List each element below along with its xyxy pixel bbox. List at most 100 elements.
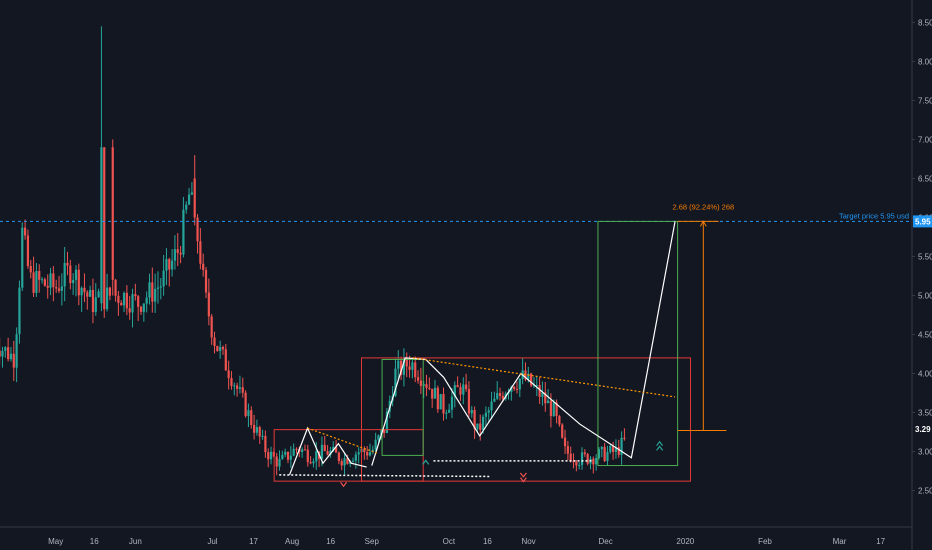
candle xyxy=(199,227,202,270)
candle xyxy=(436,385,439,413)
sell-arrow-2b xyxy=(519,477,527,483)
candle xyxy=(385,407,389,434)
candle xyxy=(168,257,171,287)
candle xyxy=(445,409,448,420)
candle xyxy=(399,356,403,380)
candle xyxy=(366,446,369,460)
candle xyxy=(532,377,536,388)
candle xyxy=(193,155,196,226)
candle xyxy=(448,403,451,414)
candle xyxy=(301,447,304,458)
candle xyxy=(583,449,586,457)
candle xyxy=(513,385,516,392)
candle xyxy=(258,425,261,444)
trendline-small[interactable] xyxy=(307,427,378,454)
candle xyxy=(38,264,41,293)
candle xyxy=(354,451,357,469)
time-tick-label: Jun xyxy=(129,537,142,546)
candle xyxy=(26,229,30,269)
candle xyxy=(329,446,332,458)
price-axis[interactable]: 2.503.003.504.004.505.005.506.006.507.00… xyxy=(912,19,932,496)
candle xyxy=(586,452,589,466)
candle xyxy=(566,440,569,461)
time-axis[interactable]: May 16 Jun Jul 17 Aug 16 Sep Oct 16 Nov Dec 2020 Feb M… xyxy=(48,537,886,546)
breakout-box[interactable] xyxy=(381,358,424,456)
candle xyxy=(142,303,145,322)
candle xyxy=(210,313,213,345)
candle xyxy=(580,447,584,470)
candle xyxy=(597,447,601,460)
candle xyxy=(165,248,168,285)
candle xyxy=(4,346,7,358)
candle xyxy=(139,305,143,315)
candle xyxy=(145,291,148,313)
candle xyxy=(439,393,442,410)
measure-annotation: 2.68 (92.24%) 268 xyxy=(672,202,734,211)
candle xyxy=(411,357,414,379)
candle xyxy=(535,376,538,396)
trendline-large[interactable] xyxy=(412,357,676,398)
candle xyxy=(236,382,239,397)
price-tick-label: 5.00 xyxy=(918,292,932,301)
candle xyxy=(476,423,479,433)
candle xyxy=(63,246,66,302)
candle xyxy=(264,430,267,458)
candle xyxy=(0,338,1,365)
candle xyxy=(179,246,182,264)
candle xyxy=(23,219,27,240)
candle xyxy=(182,196,185,258)
candle xyxy=(69,259,72,290)
price-tick-label: 3.50 xyxy=(918,409,932,418)
pattern-zigzag[interactable] xyxy=(288,426,367,476)
candle xyxy=(120,300,123,306)
candle xyxy=(470,406,473,418)
candle xyxy=(111,139,114,296)
candle xyxy=(306,444,309,467)
projection-box[interactable] xyxy=(597,220,679,467)
candle xyxy=(72,273,75,295)
candle xyxy=(60,273,63,306)
candle xyxy=(473,406,476,439)
candle xyxy=(213,331,216,354)
candle xyxy=(595,454,598,471)
candle xyxy=(227,360,230,390)
price-tick-label: 4.50 xyxy=(918,331,932,340)
price-tick-label: 6.50 xyxy=(918,175,932,184)
candle xyxy=(49,267,52,296)
candle xyxy=(238,375,242,394)
candle xyxy=(414,356,417,383)
pattern-box-large[interactable] xyxy=(361,357,691,482)
candle xyxy=(46,274,49,299)
forecast-zigzag[interactable] xyxy=(371,221,676,466)
candle xyxy=(337,451,340,465)
candle xyxy=(91,278,95,324)
candle xyxy=(156,271,160,304)
price-tick-label: 5.50 xyxy=(918,253,932,262)
candle xyxy=(125,285,128,316)
candle xyxy=(128,296,131,320)
time-tick-label: Mar xyxy=(833,537,847,546)
candle xyxy=(351,457,355,463)
candle xyxy=(592,456,595,474)
candle xyxy=(185,201,188,214)
candle xyxy=(173,235,177,270)
candle xyxy=(442,387,445,421)
support-line-1[interactable] xyxy=(279,474,491,478)
drawings-layer xyxy=(0,220,912,488)
time-tick-label: Dec xyxy=(599,537,613,546)
candle xyxy=(103,146,106,318)
candle xyxy=(207,278,210,326)
candle xyxy=(323,435,326,452)
current-price-tag xyxy=(913,422,932,435)
candle xyxy=(247,403,250,428)
target-price-annotation: Target price 5.95 usd xyxy=(839,211,909,220)
candle xyxy=(52,266,55,302)
candle xyxy=(32,256,35,297)
time-tick-label: Oct xyxy=(443,537,456,546)
candle xyxy=(114,278,117,302)
candle xyxy=(252,414,256,440)
candle xyxy=(105,273,109,312)
candle xyxy=(303,444,307,451)
candle xyxy=(77,263,80,306)
